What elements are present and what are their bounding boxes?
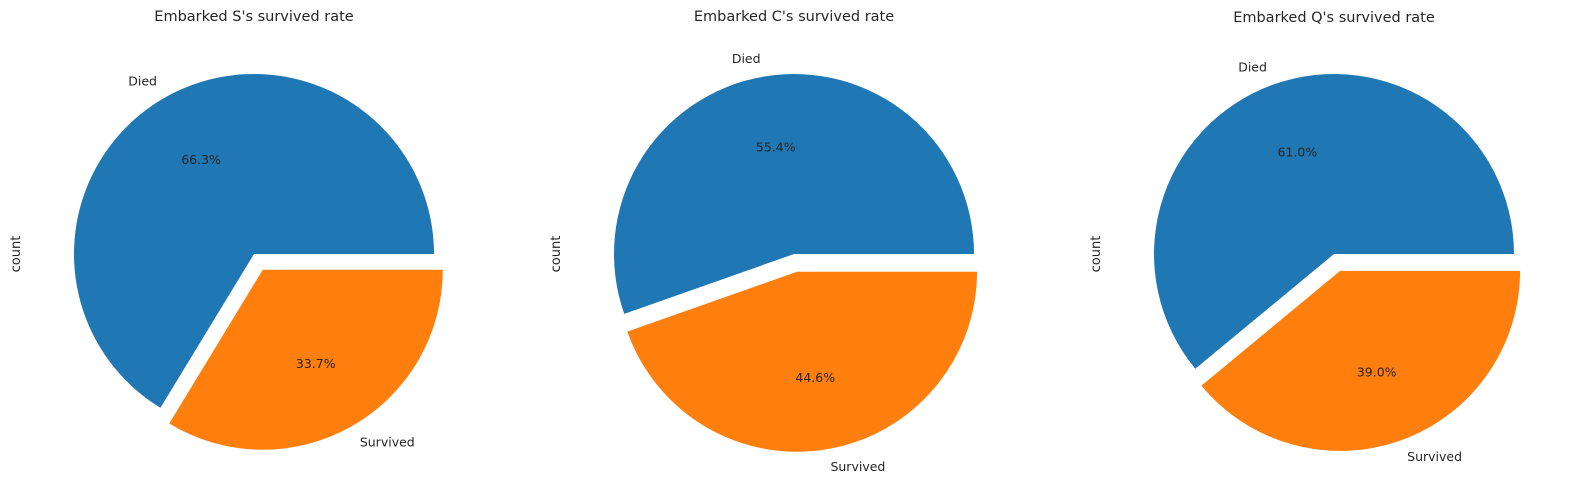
chart-title: Embarked S's survived rate bbox=[154, 9, 353, 25]
pie-chart-panel-3: Embarked Q's survived rate count Died 61.0%… bbox=[1089, 10, 1521, 464]
pie-slice-died bbox=[614, 74, 974, 314]
y-axis-label: count bbox=[1089, 236, 1104, 273]
slice-label-died: Died bbox=[1238, 60, 1267, 75]
slice-label-survived: Survived bbox=[830, 459, 885, 474]
pie-slice-died bbox=[73, 73, 434, 408]
y-axis-label: count bbox=[549, 236, 564, 273]
slice-label-died: Died bbox=[128, 73, 157, 88]
slice-label-survived: Survived bbox=[360, 434, 415, 449]
slice-percent-label: 39.0% bbox=[1357, 365, 1397, 380]
slice-label-died: Died bbox=[732, 51, 761, 66]
pie-slice-survived bbox=[627, 271, 978, 452]
pie-chart-panel-2: Embarked C's survived rate count Died 55.4%… bbox=[549, 9, 978, 474]
y-axis-label: count bbox=[9, 236, 24, 273]
slice-percent-label: 66.3% bbox=[181, 152, 221, 167]
slice-label-survived: Survived bbox=[1407, 449, 1462, 464]
chart-title: Embarked Q's survived rate bbox=[1233, 10, 1435, 26]
slice-percent-label: 61.0% bbox=[1278, 144, 1318, 159]
pie-slice-survived bbox=[1201, 270, 1521, 451]
pie-slice-survived bbox=[169, 269, 443, 450]
slice-percent-label: 55.4% bbox=[756, 140, 796, 155]
pie-chart-panel-1: Embarked S's survived rate count Died 66.3%… bbox=[9, 9, 443, 450]
slice-percent-label: 44.6% bbox=[795, 370, 835, 385]
chart-title: Embarked C's survived rate bbox=[694, 9, 894, 25]
slice-percent-label: 33.7% bbox=[296, 356, 336, 371]
pie-slice-died bbox=[1153, 73, 1514, 369]
